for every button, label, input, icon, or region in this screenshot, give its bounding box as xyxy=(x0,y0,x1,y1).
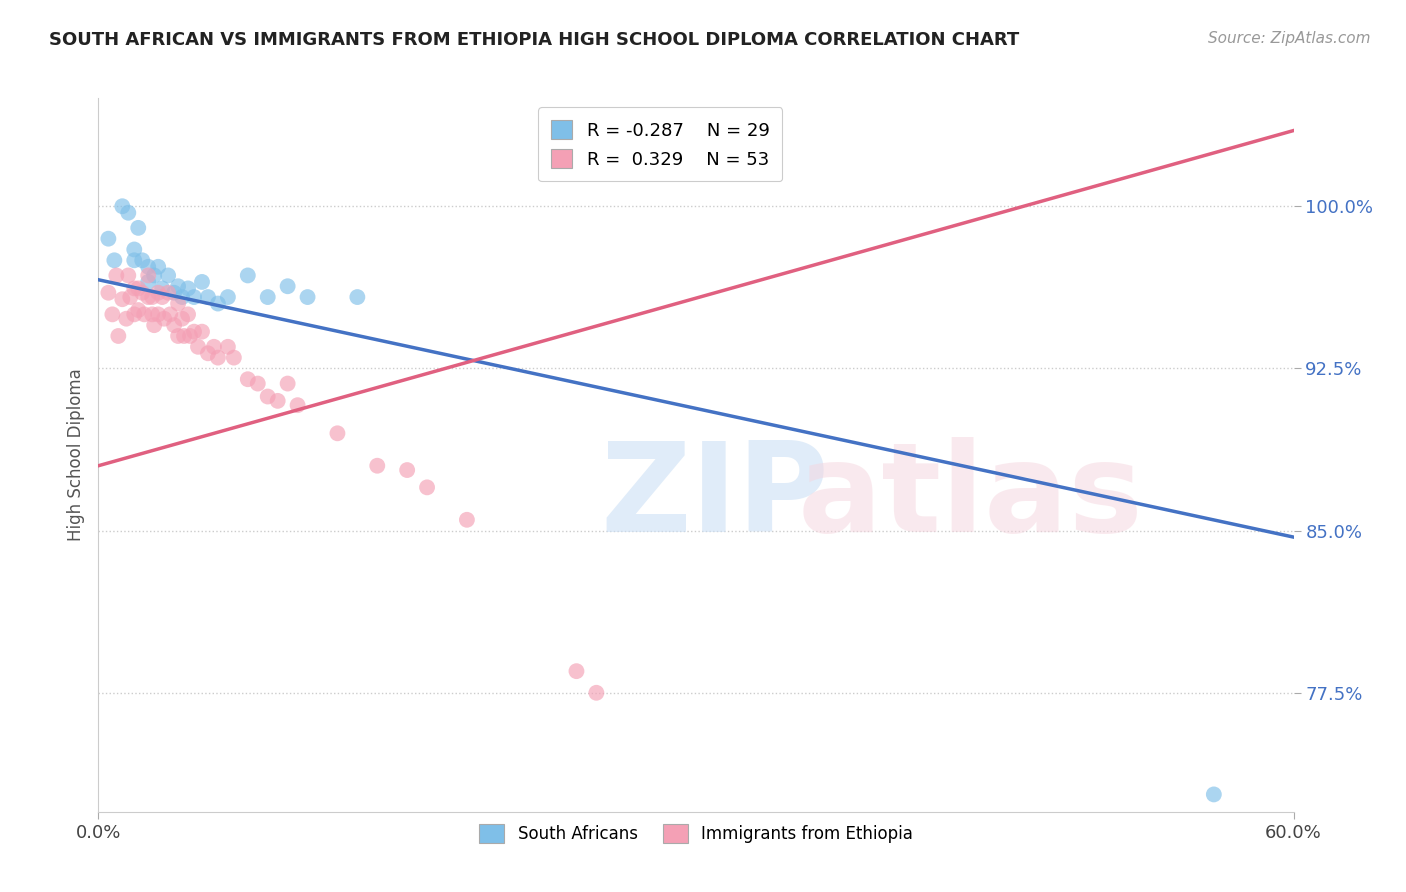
Point xyxy=(157,285,180,300)
Point xyxy=(246,376,269,391)
Point xyxy=(179,329,201,343)
Point xyxy=(287,398,309,412)
Point xyxy=(172,290,194,304)
Point xyxy=(141,290,163,304)
Point xyxy=(191,325,214,339)
Point xyxy=(136,290,159,304)
Point xyxy=(103,253,125,268)
Point xyxy=(366,458,388,473)
Point xyxy=(143,268,166,283)
Point xyxy=(565,664,588,678)
Point xyxy=(97,285,120,300)
Point xyxy=(197,346,219,360)
Point xyxy=(163,318,186,333)
Point xyxy=(1202,788,1225,802)
Point xyxy=(136,268,159,283)
Point xyxy=(256,390,278,404)
Point xyxy=(267,393,290,408)
Y-axis label: High School Diploma: High School Diploma xyxy=(66,368,84,541)
Point xyxy=(124,307,146,321)
Point xyxy=(111,292,134,306)
Point xyxy=(141,307,163,321)
Point xyxy=(105,268,128,283)
Point xyxy=(222,351,245,365)
Point xyxy=(131,253,153,268)
Point xyxy=(207,351,229,365)
Point xyxy=(97,232,120,246)
Point xyxy=(183,290,205,304)
Point xyxy=(297,290,319,304)
Point xyxy=(396,463,419,477)
Point xyxy=(236,268,259,283)
Text: atlas: atlas xyxy=(797,437,1143,558)
Point xyxy=(117,268,139,283)
Text: Source: ZipAtlas.com: Source: ZipAtlas.com xyxy=(1208,31,1371,46)
Legend: South Africans, Immigrants from Ethiopia: South Africans, Immigrants from Ethiopia xyxy=(472,818,920,850)
Point xyxy=(456,513,478,527)
Point xyxy=(124,243,146,257)
Point xyxy=(150,290,173,304)
Point xyxy=(416,480,439,494)
Point xyxy=(167,296,190,310)
Point xyxy=(131,285,153,300)
Point xyxy=(159,307,181,321)
Point xyxy=(117,205,139,219)
Point xyxy=(326,426,349,441)
Point xyxy=(107,329,129,343)
Point xyxy=(127,220,149,235)
Point xyxy=(585,686,607,700)
Point xyxy=(173,329,195,343)
Point xyxy=(167,329,190,343)
Point xyxy=(217,290,239,304)
Point xyxy=(163,285,186,300)
Point xyxy=(197,290,219,304)
Point xyxy=(148,260,170,274)
Point xyxy=(236,372,259,386)
Point xyxy=(124,281,146,295)
Point xyxy=(207,296,229,310)
Point xyxy=(202,340,225,354)
Point xyxy=(191,275,214,289)
Point xyxy=(277,279,299,293)
Point xyxy=(136,260,159,274)
Point xyxy=(346,290,368,304)
Point xyxy=(187,340,209,354)
Point xyxy=(256,290,278,304)
Point xyxy=(172,311,194,326)
Point xyxy=(157,268,180,283)
Point xyxy=(124,253,146,268)
Point xyxy=(134,307,156,321)
Point xyxy=(167,279,190,293)
Point xyxy=(143,318,166,333)
Text: ZIP: ZIP xyxy=(600,437,830,558)
Point xyxy=(136,275,159,289)
Point xyxy=(277,376,299,391)
Point xyxy=(177,281,200,295)
Point xyxy=(127,281,149,295)
Point xyxy=(177,307,200,321)
Point xyxy=(101,307,124,321)
Point xyxy=(153,311,176,326)
Point xyxy=(150,281,173,295)
Point xyxy=(120,290,142,304)
Point xyxy=(217,340,239,354)
Point xyxy=(148,307,170,321)
Point xyxy=(115,311,138,326)
Point xyxy=(148,285,170,300)
Text: SOUTH AFRICAN VS IMMIGRANTS FROM ETHIOPIA HIGH SCHOOL DIPLOMA CORRELATION CHART: SOUTH AFRICAN VS IMMIGRANTS FROM ETHIOPI… xyxy=(49,31,1019,49)
Point xyxy=(183,325,205,339)
Point xyxy=(111,199,134,213)
Point xyxy=(127,303,149,318)
